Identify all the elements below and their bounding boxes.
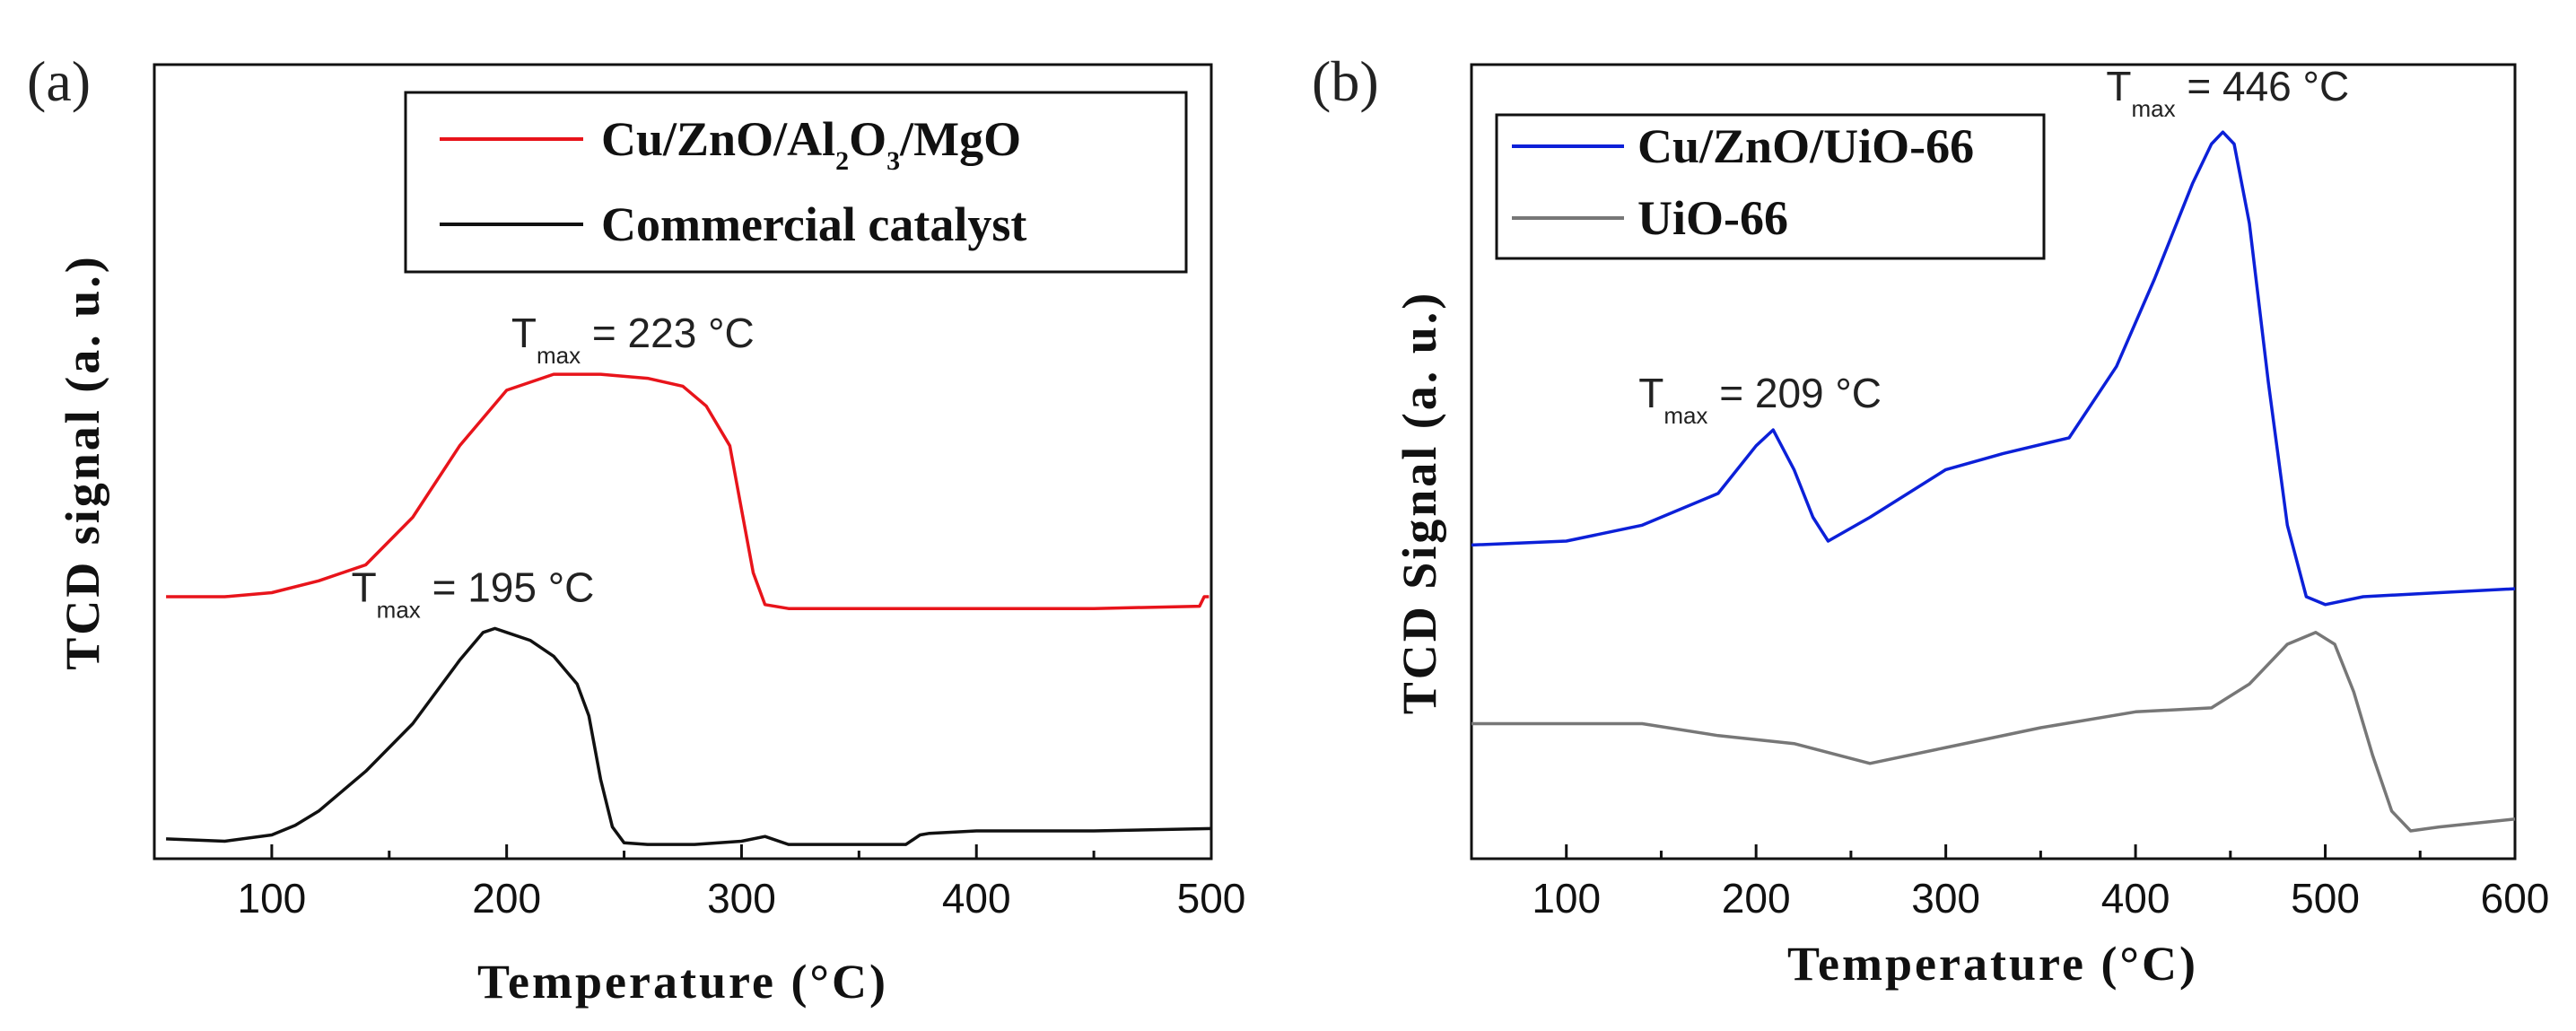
panel-a-plot-frame <box>153 63 1213 861</box>
panel-a-label: (a) <box>27 49 91 113</box>
x-tick-label: 500 <box>1177 875 1246 922</box>
legend-label-part: O <box>849 112 886 166</box>
x-tick-label: 300 <box>707 875 776 922</box>
legend-label-cu-zno-uio-66: Cu/ZnO/UiO-66 <box>1637 119 1974 173</box>
annotation-value: = 195 °C <box>421 564 595 610</box>
annotation-symbol: T <box>352 564 377 610</box>
annotation-subscript: max <box>2131 95 2175 122</box>
legend-label-subscript: 2 <box>835 146 849 176</box>
x-tick-label: 300 <box>1911 875 1980 922</box>
tmax-annotation: Tmax = 209 °C <box>1638 370 1882 429</box>
legend-label-part: /MgO <box>899 112 1021 166</box>
annotation-symbol: T <box>2106 63 2131 109</box>
series-line-cu-zno-al2o3-mgo <box>166 372 1209 610</box>
annotation-subscript: max <box>1663 402 1707 429</box>
legend-label-part: Cu/ZnO/Al <box>601 112 835 166</box>
panel-a-curves <box>166 372 1212 846</box>
annotation-value: = 209 °C <box>1707 370 1882 416</box>
legend-label-subscript: 3 <box>886 146 900 176</box>
panel-a: (a) 100 200 300 400 500 Temperature (°C) TCD… <box>27 49 1245 1009</box>
x-tick-label: 500 <box>2291 875 2360 922</box>
tmax-annotation: Tmax = 223 °C <box>511 310 755 369</box>
legend-label-cu-zno-al2o3-mgo: Cu/ZnO/Al2O3/MgO <box>601 112 1021 176</box>
panel-b-legend: Cu/ZnO/UiO-66 UiO-66 <box>1495 113 2046 260</box>
tmax-annotation: Tmax = 195 °C <box>352 564 595 623</box>
panel-b-y-axis-title: TCD Signal (a. u.) <box>1393 291 1446 715</box>
panel-a-legend-box <box>404 91 1188 274</box>
x-tick-label: 100 <box>238 875 307 922</box>
x-tick-label: 200 <box>472 875 541 922</box>
annotation-symbol: T <box>1638 370 1663 416</box>
panel-b-label: (b) <box>1312 49 1379 113</box>
annotation-value: = 223 °C <box>581 310 755 356</box>
panel-b: (b) 100 200 300 400 500 600 Temperature (°C) … <box>1312 49 2549 991</box>
panel-a-legend: Cu/ZnO/Al2O3/MgO Commercial catalyst <box>404 91 1188 274</box>
x-tick-label: 400 <box>2101 875 2170 922</box>
annotation-value: = 446 °C <box>2176 63 2350 109</box>
x-tick-label: 100 <box>1532 875 1601 922</box>
series-line-commercial-catalyst <box>166 626 1212 846</box>
panel-b-curves <box>1471 130 2516 833</box>
panel-b-plot-frame <box>1470 63 2517 861</box>
series-line-cu-zno-uio-66 <box>1471 130 2516 607</box>
panel-b-legend-box <box>1495 113 2046 260</box>
annotation-subscript: max <box>537 342 581 369</box>
x-tick-label: 400 <box>942 875 1011 922</box>
panel-a-x-axis-title: Temperature (°C) <box>477 955 888 1009</box>
panel-a-x-ticks: 100 200 300 400 500 <box>153 844 1246 922</box>
annotation-symbol: T <box>511 310 537 356</box>
panel-b-x-axis-title: Temperature (°C) <box>1787 937 2198 991</box>
panel-a-y-axis-title: TCD signal (a. u.) <box>56 254 109 670</box>
annotation-subscript: max <box>377 596 421 623</box>
tmax-annotation: Tmax = 446 °C <box>2106 63 2349 122</box>
x-tick-label: 600 <box>2481 875 2550 922</box>
series-line-uio-66 <box>1471 631 2516 833</box>
legend-label-uio-66: UiO-66 <box>1637 191 1788 245</box>
panel-b-x-ticks: 100 200 300 400 500 600 <box>1470 844 2550 922</box>
x-tick-label: 200 <box>1722 875 1791 922</box>
legend-label-commercial-catalyst: Commercial catalyst <box>601 197 1026 251</box>
